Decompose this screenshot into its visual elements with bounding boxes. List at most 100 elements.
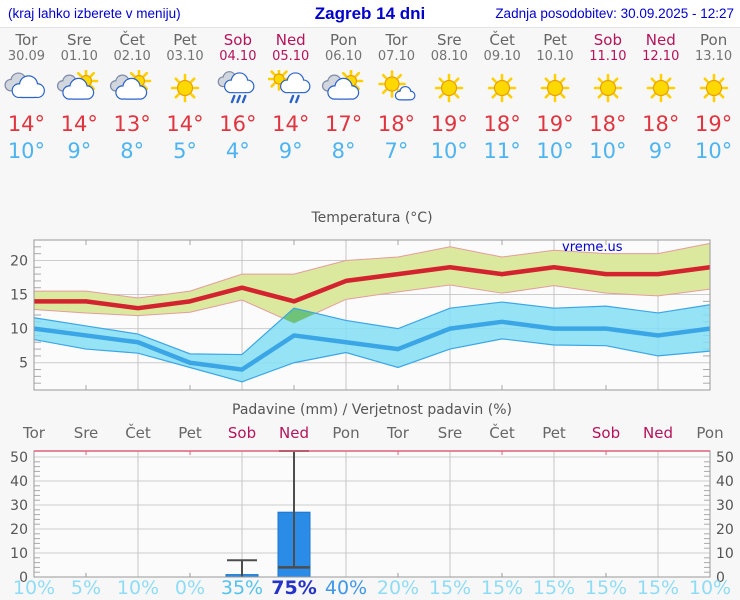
precip-day-label: Čet <box>125 423 151 442</box>
weather-icon-cell <box>634 65 687 111</box>
precip-probability: 10% <box>13 577 55 599</box>
precip-probability: 40% <box>325 577 367 599</box>
day-date: 11.10 <box>589 49 627 64</box>
precip-chart-title: Padavine (mm) / Verjetnost padavin (%) <box>232 402 512 418</box>
band-overlap <box>283 308 315 324</box>
low-temp: 4° <box>225 139 250 163</box>
precip-probability: 35% <box>221 577 263 599</box>
weather-icon-cell <box>476 65 529 111</box>
mostly-sunny-icon <box>378 70 416 101</box>
precip-y-label-right: 50 <box>716 450 734 466</box>
menu-hint: (kraj lahko izberete v meniju) <box>8 6 181 21</box>
precip-probability: 15% <box>637 577 679 599</box>
weather-icon-cell <box>53 65 106 111</box>
precip-y-label-right: 40 <box>716 474 734 490</box>
sunny-icon <box>646 73 676 103</box>
low-temp: 10° <box>694 139 733 163</box>
watermark[interactable]: vreme.us <box>562 240 623 255</box>
temp-y-label: 10 <box>10 322 28 338</box>
precip-day-label: Tor <box>22 424 46 442</box>
low-temp: 5° <box>173 139 197 163</box>
day-name: Sre <box>66 31 92 49</box>
precip-y-label-left: 40 <box>10 474 28 490</box>
high-temp: 14° <box>166 112 204 136</box>
precip-probability: 15% <box>533 577 575 599</box>
precip-day-label: Pet <box>178 424 202 442</box>
precipitation-chart: Padavine (mm) / Verjetnost padavin (%) To… <box>10 402 734 599</box>
cloudy-icon <box>4 72 46 99</box>
high-temp: 14° <box>7 112 46 136</box>
low-temp: 8° <box>331 139 356 163</box>
page-header: (kraj lahko izberete v meniju) Zagreb 14… <box>0 0 740 28</box>
weather-icon-cell <box>370 65 423 111</box>
partly-cloudy-icon <box>110 70 152 100</box>
forecast-row-icon <box>0 65 740 111</box>
temp-y-label: 15 <box>10 288 28 304</box>
low-temp: 9° <box>278 139 303 163</box>
day-date: 08.10 <box>430 49 468 64</box>
temp-y-label: 5 <box>19 356 28 372</box>
precip-y-label-left: 50 <box>10 450 28 466</box>
rain-icon <box>217 71 255 104</box>
precip-probability: 10% <box>689 577 731 599</box>
sunny-icon <box>434 73 464 103</box>
low-temp: 10° <box>536 139 574 163</box>
day-date: 03.10 <box>166 49 204 64</box>
weather-icon-cell <box>581 65 634 111</box>
day-name: Pon <box>700 31 728 49</box>
day-name: Pet <box>543 31 567 49</box>
high-temp: 18° <box>642 112 680 136</box>
day-date: 12.10 <box>642 49 680 64</box>
precip-y-label-left: 10 <box>10 546 28 562</box>
precip-y-label-right: 20 <box>716 522 734 538</box>
weather-icon-cell <box>317 65 370 111</box>
precip-day-label: Tor <box>386 424 410 442</box>
day-date: 05.10 <box>272 49 310 64</box>
partly-cloudy-icon <box>57 70 99 100</box>
day-name: Tor <box>385 31 408 49</box>
low-temp: 10° <box>7 139 46 163</box>
min-temp-line <box>33 319 711 372</box>
day-date: 10.10 <box>536 49 574 64</box>
forecast-strip: Tor Sre Čet Pet Sob Ned Pon Tor Sre Čet Pet Sob Ned P… <box>0 30 740 165</box>
weather-icon-cell <box>687 65 740 111</box>
low-temp: 10° <box>589 139 627 163</box>
high-temp: 18° <box>589 112 627 136</box>
precip-probability: 0% <box>175 577 205 599</box>
day-name: Tor <box>15 31 38 49</box>
forecast-row-low: 10° 9° 8° 5° 4° 9° 8° 7° 10° 11° 10° 10° 9° 10° <box>0 138 740 165</box>
day-date: 07.10 <box>377 49 416 64</box>
day-date: 06.10 <box>324 49 363 64</box>
day-date: 02.10 <box>113 49 151 64</box>
precip-y-label-right: 10 <box>716 546 734 562</box>
day-name: Ned <box>275 31 306 49</box>
sunny-icon <box>487 73 517 103</box>
low-temp: 7° <box>384 139 409 163</box>
day-name: Pet <box>173 31 197 49</box>
precip-day-label: Sre <box>438 424 463 442</box>
precip-probability: 15% <box>429 577 471 599</box>
forecast-row-name: Tor Sre Čet Pet Sob Ned Pon Tor Sre Čet Pet Sob Ned P… <box>0 30 740 50</box>
temp-chart-title: Temperatura (°C) <box>310 210 432 226</box>
forecast-row-high: 14° 14° 13° 14° 16° 14° 17° 18° 19° 18° 19° 18° 18° 1… <box>0 111 740 138</box>
day-name: Sre <box>437 31 462 49</box>
sun-shower-icon <box>267 70 311 104</box>
precip-probability: 15% <box>585 577 627 599</box>
day-name: Pon <box>329 31 358 49</box>
sunny-icon <box>170 73 200 103</box>
precip-probability: 5% <box>71 577 101 599</box>
high-temp: 16° <box>219 112 257 136</box>
day-name: Sob <box>223 31 252 49</box>
precip-y-label-right: 0 <box>716 570 725 586</box>
precip-y-label-left: 20 <box>10 522 28 538</box>
weather-icon-cell <box>423 65 476 111</box>
weather-icon-cell <box>159 65 212 111</box>
precip-probability: 15% <box>481 577 523 599</box>
sunny-icon <box>593 73 623 103</box>
forecast-row-date: 30.09 01.10 02.10 03.10 04.10 05.10 06.10 07.10… <box>0 50 740 65</box>
precip-y-label-left: 0 <box>19 570 28 586</box>
day-name: Sob <box>593 31 622 49</box>
precip-day-label: Pon <box>696 424 723 442</box>
precip-probability: 75% <box>271 577 316 599</box>
